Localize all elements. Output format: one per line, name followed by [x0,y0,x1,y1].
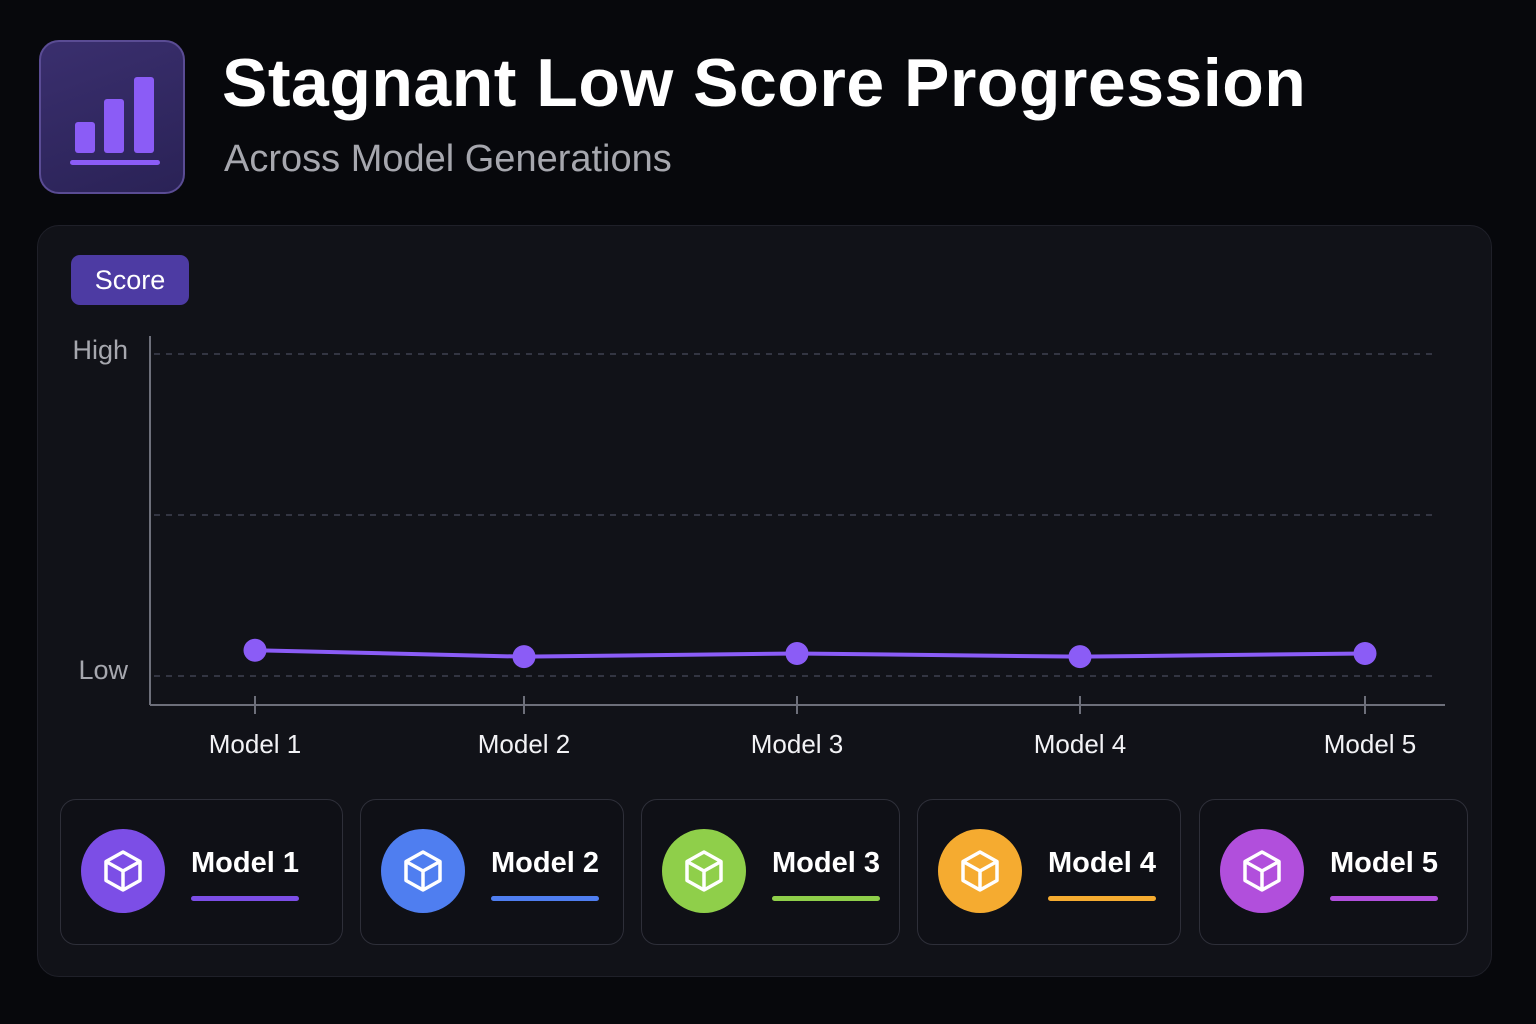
page-title: Stagnant Low Score Progression [222,45,1307,121]
data-point [1068,645,1092,669]
legend-item: Model 1 [60,799,343,945]
legend-swatch [1330,896,1438,901]
data-point [243,638,267,662]
x-tick-label: Model 1 [209,729,302,759]
legend-item: Model 5 [1199,799,1468,945]
legend-label: Model 2 [491,847,599,879]
bar-chart-icon [39,40,185,194]
y-axis-label: Score [71,255,189,305]
cube-icon [1220,829,1304,913]
x-tick-label: Model 2 [478,729,571,759]
legend-item: Model 3 [641,799,900,945]
x-tick-label: Model 4 [1034,729,1127,759]
legend-swatch [491,896,599,901]
cube-icon [662,829,746,913]
legend-item: Model 2 [360,799,624,945]
page-subtitle: Across Model Generations [224,138,672,180]
x-tick-label: Model 5 [1324,729,1417,759]
legend-swatch [191,896,299,901]
cube-icon [81,829,165,913]
legend-item: Model 4 [917,799,1181,945]
legend-swatch [772,896,880,901]
cube-icon [938,829,1022,913]
legend-label: Model 1 [191,847,299,879]
cube-icon [381,829,465,913]
data-point [1353,641,1377,665]
legend-label: Model 4 [1048,847,1156,879]
legend-label: Model 5 [1330,847,1438,879]
y-tick-label: Low [78,655,128,685]
series-line [254,648,1366,659]
legend-swatch [1048,896,1156,901]
x-tick-label: Model 3 [751,729,844,759]
data-point [785,641,809,665]
y-tick-label: High [72,335,128,365]
legend-label: Model 3 [772,847,880,879]
data-point [512,645,536,669]
